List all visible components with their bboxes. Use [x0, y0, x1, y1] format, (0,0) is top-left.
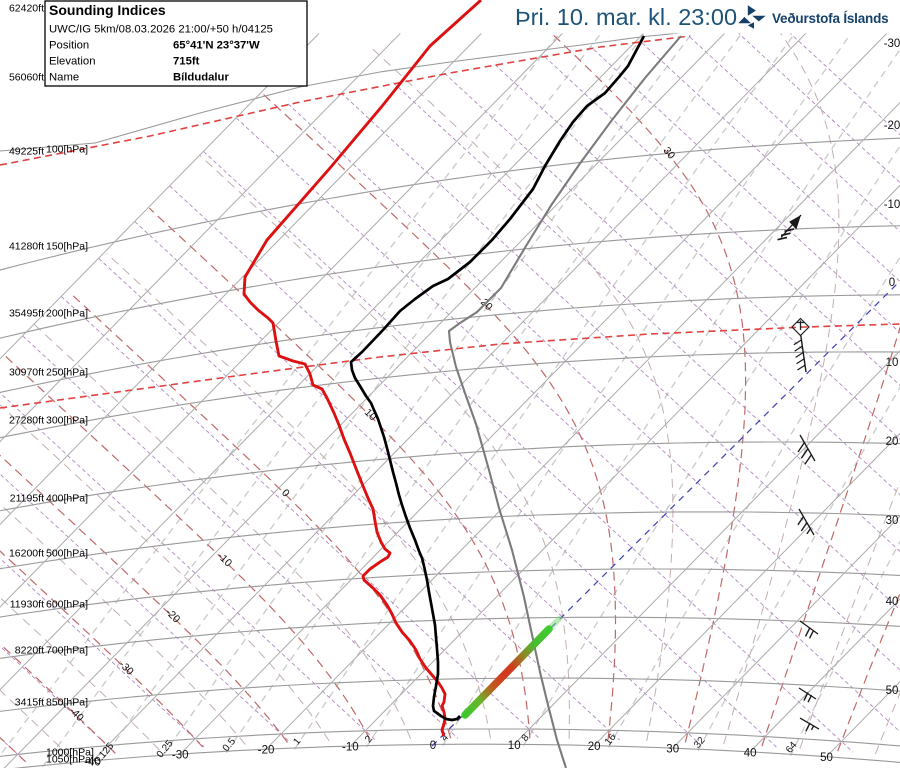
svg-text:0: 0 — [430, 740, 436, 752]
svg-text:30970ft: 30970ft — [9, 367, 44, 379]
svg-text:40: 40 — [886, 596, 899, 608]
svg-text:850[hPa]: 850[hPa] — [46, 697, 88, 709]
svg-text:20: 20 — [886, 436, 899, 448]
svg-text:-30: -30 — [172, 750, 189, 762]
svg-text:49225ft: 49225ft — [9, 146, 44, 158]
svg-text:-40: -40 — [84, 756, 101, 768]
svg-text:Þri. 10. mar. kl. 23:00: Þri. 10. mar. kl. 23:00 — [515, 4, 737, 30]
svg-text:UWC/IG 5km/08.03.2026 21:00/+5: UWC/IG 5km/08.03.2026 21:00/+50 h/04125 — [49, 24, 273, 36]
svg-text:56060ft: 56060ft — [9, 72, 44, 84]
svg-text:30: 30 — [666, 744, 679, 756]
svg-text:100[hPa]: 100[hPa] — [46, 144, 88, 156]
svg-text:Sounding Indices: Sounding Indices — [49, 2, 166, 18]
svg-text:400[hPa]: 400[hPa] — [46, 493, 88, 505]
svg-text:-20: -20 — [258, 745, 275, 757]
svg-text:8220ft: 8220ft — [15, 645, 44, 657]
svg-text:715ft: 715ft — [173, 56, 200, 68]
svg-text:30: 30 — [886, 515, 899, 527]
svg-text:65°41'N 23°37'W: 65°41'N 23°37'W — [173, 40, 260, 52]
svg-text:Position: Position — [49, 40, 89, 52]
svg-text:1050[hPa]: 1050[hPa] — [46, 754, 94, 766]
svg-text:200[hPa]: 200[hPa] — [46, 308, 88, 320]
svg-text:1000[hPa]: 1000[hPa] — [46, 747, 94, 759]
svg-text:27280ft: 27280ft — [9, 415, 44, 427]
svg-text:0: 0 — [889, 277, 895, 289]
svg-text:Veðurstofa Íslands: Veðurstofa Íslands — [772, 11, 888, 26]
svg-text:250[hPa]: 250[hPa] — [46, 367, 88, 379]
svg-text:41280ft: 41280ft — [9, 241, 44, 253]
svg-text:10: 10 — [886, 357, 899, 369]
svg-text:21195ft: 21195ft — [10, 493, 44, 505]
svg-text:-20: -20 — [884, 120, 900, 132]
svg-text:10: 10 — [508, 740, 521, 752]
svg-text:11930ft: 11930ft — [10, 599, 44, 611]
svg-text:1: 1 — [291, 736, 303, 748]
svg-text:50: 50 — [820, 752, 833, 764]
svg-text:35495ft: 35495ft — [9, 308, 44, 320]
svg-text:3415ft: 3415ft — [15, 697, 44, 709]
svg-text:700[hPa]: 700[hPa] — [46, 645, 88, 657]
svg-text:20: 20 — [588, 741, 601, 753]
svg-text:-30: -30 — [884, 38, 900, 50]
svg-text:Name: Name — [49, 72, 79, 84]
svg-text:300[hPa]: 300[hPa] — [46, 415, 88, 427]
svg-text:50: 50 — [886, 685, 899, 697]
svg-text:Bíldudalur: Bíldudalur — [173, 72, 229, 84]
svg-text:62420ft: 62420ft — [9, 3, 44, 15]
svg-text:150[hPa]: 150[hPa] — [46, 241, 88, 253]
svg-text:-10: -10 — [342, 742, 359, 754]
svg-text:8: 8 — [520, 732, 532, 744]
svg-text:4: 4 — [439, 732, 451, 744]
svg-text:2: 2 — [363, 733, 375, 745]
svg-text:-10: -10 — [884, 199, 900, 211]
svg-text:Elevation: Elevation — [49, 56, 95, 68]
svg-text:40: 40 — [744, 747, 757, 759]
svg-text:600[hPa]: 600[hPa] — [46, 599, 88, 611]
svg-text:500[hPa]: 500[hPa] — [46, 548, 88, 560]
svg-text:16200ft: 16200ft — [9, 548, 44, 560]
